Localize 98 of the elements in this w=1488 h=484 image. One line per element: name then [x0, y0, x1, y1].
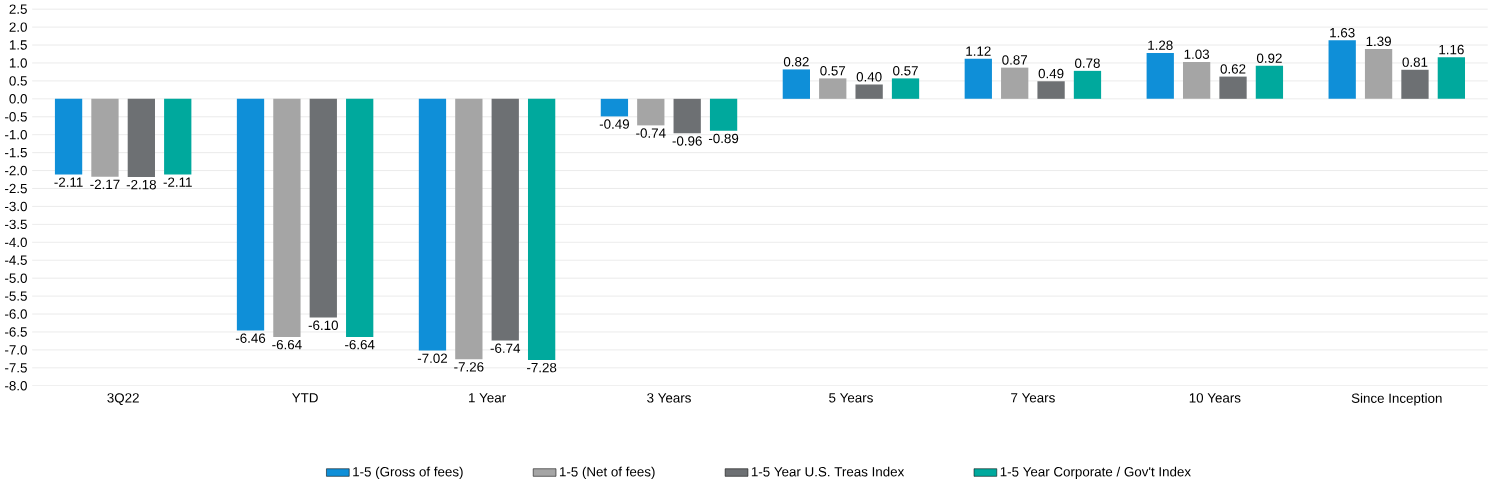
bar — [819, 78, 847, 99]
bar — [1037, 81, 1065, 99]
bar — [673, 98, 701, 134]
bar — [273, 98, 301, 338]
y-tick-label: -7.5 — [5, 363, 27, 373]
bar — [527, 98, 556, 361]
bar — [1146, 53, 1174, 99]
data-label: -7.02 — [417, 353, 448, 364]
x-tick-label: 10 Years — [1189, 393, 1241, 403]
data-label: -2.18 — [126, 180, 156, 190]
data-label: 1.28 — [1148, 40, 1173, 51]
y-tick-label: -2.0 — [5, 165, 27, 176]
data-label: -6.46 — [235, 333, 266, 344]
data-label: -7.28 — [527, 363, 557, 373]
data-label: -6.64 — [345, 340, 375, 350]
legend-label: 1-5 (Gross of fees) — [353, 466, 463, 480]
x-tick-label: Since Inception — [1351, 393, 1442, 406]
data-label: -7.26 — [454, 362, 484, 372]
legend-label: 1-5 Year Corporate / Gov't Index — [1000, 466, 1191, 480]
data-label: 0.82 — [783, 57, 809, 67]
data-label: -0.89 — [708, 133, 739, 144]
bar — [1255, 65, 1284, 99]
bar — [418, 98, 447, 351]
bar — [127, 98, 155, 178]
bar — [346, 98, 374, 338]
bar — [236, 98, 265, 331]
y-tick-label: 0.5 — [9, 76, 27, 86]
bar — [600, 98, 629, 117]
y-tick-label: -5.5 — [5, 291, 27, 301]
y-tick-label: -2.5 — [5, 183, 27, 194]
data-label: 0.78 — [1075, 58, 1100, 69]
bar — [491, 98, 519, 341]
data-label: 1.16 — [1439, 44, 1464, 55]
bar — [1073, 71, 1102, 99]
y-tick-label: -5.0 — [5, 273, 27, 284]
bar — [1182, 62, 1211, 99]
bar — [1219, 76, 1247, 99]
bar — [1401, 69, 1429, 99]
data-label: 0.62 — [1220, 64, 1246, 74]
x-tick-label: 1 Year — [469, 393, 506, 403]
bar — [1364, 49, 1393, 99]
data-label: -0.49 — [599, 119, 630, 129]
x-tick-label: YTD — [292, 393, 318, 403]
bar — [709, 98, 738, 131]
x-tick-label: 3 Years — [647, 393, 691, 403]
data-label: -2.17 — [90, 179, 120, 190]
bar — [309, 98, 337, 318]
bar — [855, 84, 883, 99]
y-tick-label: -3.5 — [5, 219, 27, 230]
data-label: -2.11 — [163, 177, 192, 187]
y-tick-label: -6.5 — [5, 327, 27, 337]
data-label: -6.10 — [308, 320, 338, 331]
x-tick-label: 5 Years — [829, 393, 873, 403]
x-tick-label: 7 Years — [1011, 393, 1055, 403]
bar — [54, 98, 83, 175]
bar — [782, 69, 810, 99]
bar — [1001, 67, 1029, 99]
data-label: 0.49 — [1038, 69, 1064, 79]
data-label: -2.11 — [54, 177, 83, 187]
data-label: 1.63 — [1330, 28, 1355, 38]
data-label: 0.81 — [1402, 57, 1428, 67]
data-label: 0.57 — [893, 66, 918, 76]
data-label: 1.03 — [1184, 49, 1210, 60]
data-label: -6.64 — [272, 340, 302, 350]
y-tick-label: -0.5 — [5, 112, 27, 122]
data-label: 0.92 — [1256, 53, 1282, 64]
bar — [164, 98, 192, 175]
bar — [1437, 57, 1466, 99]
data-label: -0.74 — [636, 128, 666, 138]
y-tick-label: 0.0 — [9, 94, 27, 104]
y-tick-label: 2.0 — [9, 22, 27, 32]
y-tick-label: -8.0 — [5, 381, 27, 391]
y-tick-label: -6.0 — [5, 309, 27, 319]
y-tick-label: 2.5 — [9, 4, 27, 15]
data-label: -0.96 — [672, 136, 702, 146]
legend-label: 1-5 Year U.S. Treas Index — [751, 466, 905, 477]
bar — [891, 78, 920, 99]
y-tick-label: -4.5 — [5, 255, 27, 266]
bar — [91, 98, 119, 177]
data-label: 0.40 — [856, 72, 882, 82]
data-label: 0.87 — [1002, 55, 1028, 65]
legend-label: 1-5 (Net of fees) — [559, 466, 655, 480]
bar — [964, 58, 992, 99]
y-tick-label: -3.0 — [5, 201, 27, 212]
data-label: 1.12 — [966, 46, 991, 56]
bar — [1328, 40, 1356, 99]
y-tick-label: -7.0 — [5, 345, 27, 355]
bar — [637, 98, 665, 126]
data-label: -6.74 — [490, 343, 521, 354]
x-tick-label: 3Q22 — [107, 393, 139, 406]
data-label: 0.57 — [820, 66, 846, 76]
y-tick-label: -1.0 — [5, 130, 27, 140]
y-tick-label: 1.5 — [9, 40, 27, 50]
data-label: 1.39 — [1366, 36, 1391, 47]
bar — [455, 98, 483, 360]
y-tick-label: -1.5 — [5, 148, 27, 158]
y-tick-label: 1.0 — [9, 58, 27, 68]
y-tick-label: -4.0 — [5, 237, 27, 248]
